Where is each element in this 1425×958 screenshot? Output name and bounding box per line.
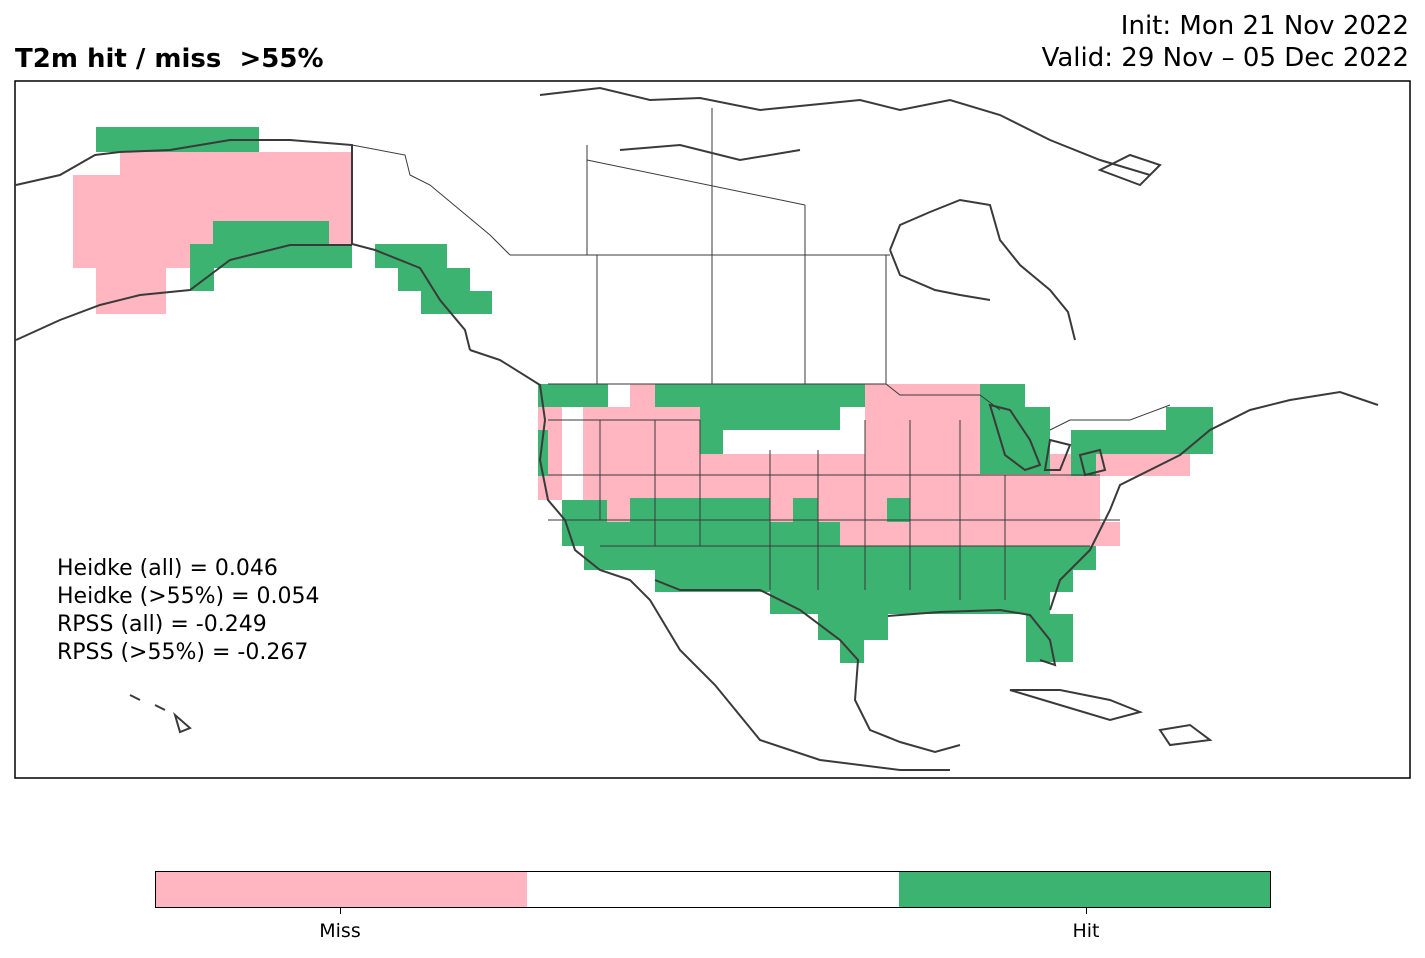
miss-tick <box>340 908 341 914</box>
hit-cell-wa <box>538 384 608 407</box>
hit-cell-coast <box>538 430 548 476</box>
hit-cell-ks <box>887 498 910 522</box>
hit-cell-nd <box>700 407 840 430</box>
init-date: Init: Mon 21 Nov 2022 <box>1120 11 1409 41</box>
great-lakes <box>988 403 1107 477</box>
hit-cell-great-lakes <box>980 384 1025 474</box>
state-lines <box>548 419 1120 600</box>
heidke-all: Heidke (all) = 0.046 <box>57 556 278 581</box>
hit-cell-tx-2 <box>818 614 888 640</box>
us-canada-border <box>351 144 1171 431</box>
miss-cell-alaska-south <box>96 268 166 314</box>
political-boundaries <box>351 108 1171 600</box>
map-frame <box>14 80 1411 779</box>
west-coast <box>469 349 950 771</box>
hit-cell-panhandle-2 <box>398 268 470 291</box>
heidke-55: Heidke (>55%) = 0.054 <box>57 584 320 609</box>
east-coast <box>1049 390 1379 611</box>
miss-cell-alaska-west <box>73 175 120 268</box>
gulf-coast <box>654 579 1057 754</box>
coastlines-and-borders <box>15 86 1379 771</box>
colorbar-miss-segment <box>156 872 528 907</box>
alaska-coast <box>15 139 471 351</box>
miss-cell-mt <box>630 384 655 409</box>
colorbar <box>155 871 1271 908</box>
colorbar-neutral-segment <box>527 872 899 907</box>
rpss-55: RPSS (>55%) = -0.267 <box>57 640 309 665</box>
skill-scores: Heidke (all) = 0.046 Heidke (>55%) = 0.0… <box>57 555 320 667</box>
miss-label: Miss <box>319 920 361 942</box>
hit-cell-montana <box>655 384 865 407</box>
hit-cell-south-a <box>584 546 1096 570</box>
hit-cell-alaska-range <box>213 221 329 246</box>
hit-label: Hit <box>1072 920 1100 942</box>
rpss-all: RPSS (all) = -0.249 <box>57 612 267 637</box>
hit-cell-sw <box>607 522 840 546</box>
green-hit-cells <box>96 127 1213 663</box>
hit-cell-panhandle-3 <box>421 291 492 314</box>
caribbean <box>1009 689 1213 747</box>
hit-cell-nyne <box>1071 430 1166 454</box>
pink-miss-cells <box>73 152 1190 546</box>
hawaii <box>129 694 192 734</box>
hit-tick <box>1086 908 1087 914</box>
miss-cell-alaska-pen <box>120 244 190 268</box>
provincial-lines <box>510 108 890 384</box>
hit-cell-ne <box>793 498 818 522</box>
miss-cell-mn-mi <box>937 384 980 544</box>
hudson-bay <box>889 198 1076 341</box>
miss-cell-va <box>840 522 1120 546</box>
colorbar-hit-segment <box>898 872 1270 907</box>
valid-range: Valid: 29 Nov – 05 Dec 2022 <box>1041 43 1409 73</box>
hit-cell-nd-2 <box>700 430 723 454</box>
map-title: T2m hit / miss >55% <box>15 44 324 74</box>
hit-cell-tx <box>770 592 1050 614</box>
arctic-islands <box>539 86 1162 187</box>
forecast-dates: Init: Mon 21 Nov 2022 Valid: 29 Nov – 05… <box>1042 10 1409 74</box>
hit-cell-south-b <box>655 570 1073 592</box>
hit-cell-alaska-gulf <box>190 244 352 268</box>
